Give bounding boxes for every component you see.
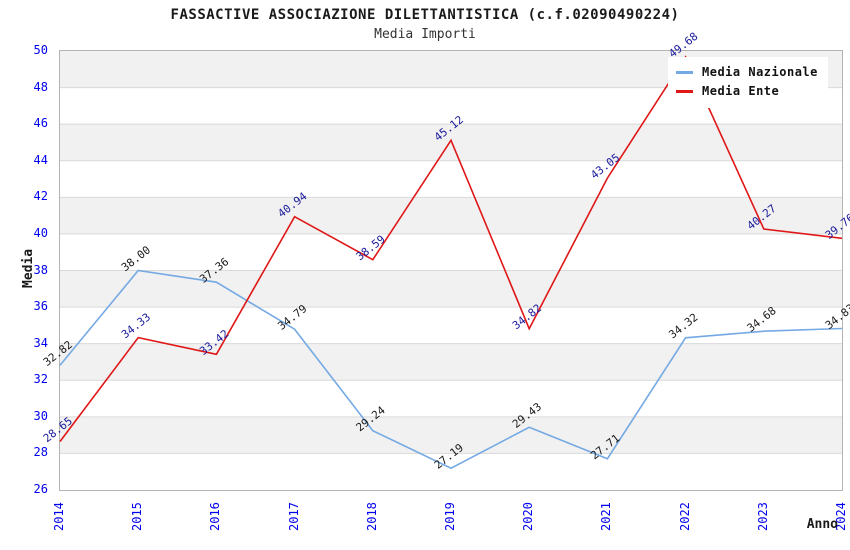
y-tick-label: 40 [33, 225, 48, 240]
y-tick-label: 50 [33, 43, 48, 57]
grid-band [60, 197, 842, 234]
series-line-media-nazionale [59, 269, 843, 470]
x-tick-label: 2023 [755, 502, 770, 531]
legend-swatch-media-nazionale [676, 70, 693, 74]
legend-swatch-media-ente [676, 89, 693, 93]
y-tick-label: 28 [33, 445, 48, 460]
y-tick-label: 36 [33, 299, 48, 314]
grid-band [60, 124, 842, 161]
y-tick-label: 48 [33, 79, 48, 94]
chart-title: FASSACTIVE ASSOCIAZIONE DILETTANTISTICA … [170, 7, 680, 23]
x-tick-label: 2020 [521, 502, 536, 531]
grid-band [60, 270, 842, 308]
y-tick-label: 44 [33, 152, 48, 167]
x-tick-label: 2021 [599, 502, 614, 531]
grid-band [60, 343, 842, 381]
y-tick-label: 34 [33, 335, 48, 350]
y-tick-label: 30 [33, 408, 48, 423]
y-tick-label: 26 [33, 482, 48, 496]
data-label: 38.00 [119, 243, 153, 274]
chart-subtitle: Media Importi [374, 27, 476, 42]
series-line-media-ente [59, 55, 843, 442]
data-label: 34.33 [119, 311, 153, 342]
grid-band [60, 416, 842, 454]
legend-item-media-ente: Media Ente [676, 83, 818, 99]
legend-label-media-ente: Media Ente [702, 84, 780, 98]
legend-label-media-nazionale: Media Nazionale [702, 65, 818, 79]
x-tick-label: 2018 [364, 502, 379, 531]
x-tick-label: 2019 [443, 502, 457, 531]
x-tick-label: 2016 [208, 502, 223, 531]
y-tick-label: 32 [33, 372, 48, 387]
y-tick-label: 46 [33, 116, 48, 131]
legend: Media Nazionale Media Ente [668, 57, 828, 108]
legend-item-media-nazionale: Media Nazionale [676, 64, 818, 80]
x-tick-label: 2015 [130, 502, 145, 531]
y-tick-label: 42 [33, 189, 48, 204]
y-axis-label: Media [21, 248, 36, 288]
x-tick-label: 2017 [286, 502, 301, 531]
plot-area: 32.82 38.00 37.36 34.79 29.24 27.19 29.43 27.71… [41, 30, 850, 491]
x-tick-label: 2014 [52, 502, 66, 531]
y-tick-label: 38 [33, 262, 48, 277]
x-tick-label: 2022 [677, 502, 692, 531]
x-axis-label: Anno [806, 517, 838, 532]
